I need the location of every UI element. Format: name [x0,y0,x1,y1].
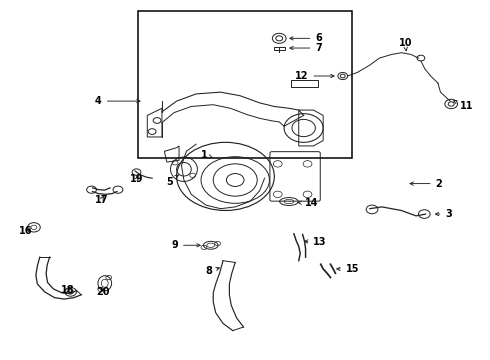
Bar [274,46,285,50]
Text: 18: 18 [61,285,75,295]
Text: 16: 16 [19,226,33,236]
Text: 5: 5 [166,175,178,187]
Bar [292,80,319,87]
Text: 1: 1 [200,150,213,160]
Text: 9: 9 [172,240,200,250]
Text: 4: 4 [95,96,140,106]
Text: 2: 2 [410,179,442,189]
Text: 6: 6 [290,33,322,43]
Text: 19: 19 [130,174,143,184]
Text: 10: 10 [398,38,412,51]
Text: 3: 3 [436,209,452,219]
Text: 15: 15 [337,264,359,274]
Text: 12: 12 [295,71,334,81]
Text: 13: 13 [304,237,327,247]
Bar [138,12,352,158]
Text: 8: 8 [205,266,220,276]
Text: 11: 11 [454,100,473,112]
Text: 17: 17 [95,195,108,205]
Text: 14: 14 [298,198,319,208]
Text: 7: 7 [290,43,322,53]
Text: 20: 20 [97,287,110,297]
